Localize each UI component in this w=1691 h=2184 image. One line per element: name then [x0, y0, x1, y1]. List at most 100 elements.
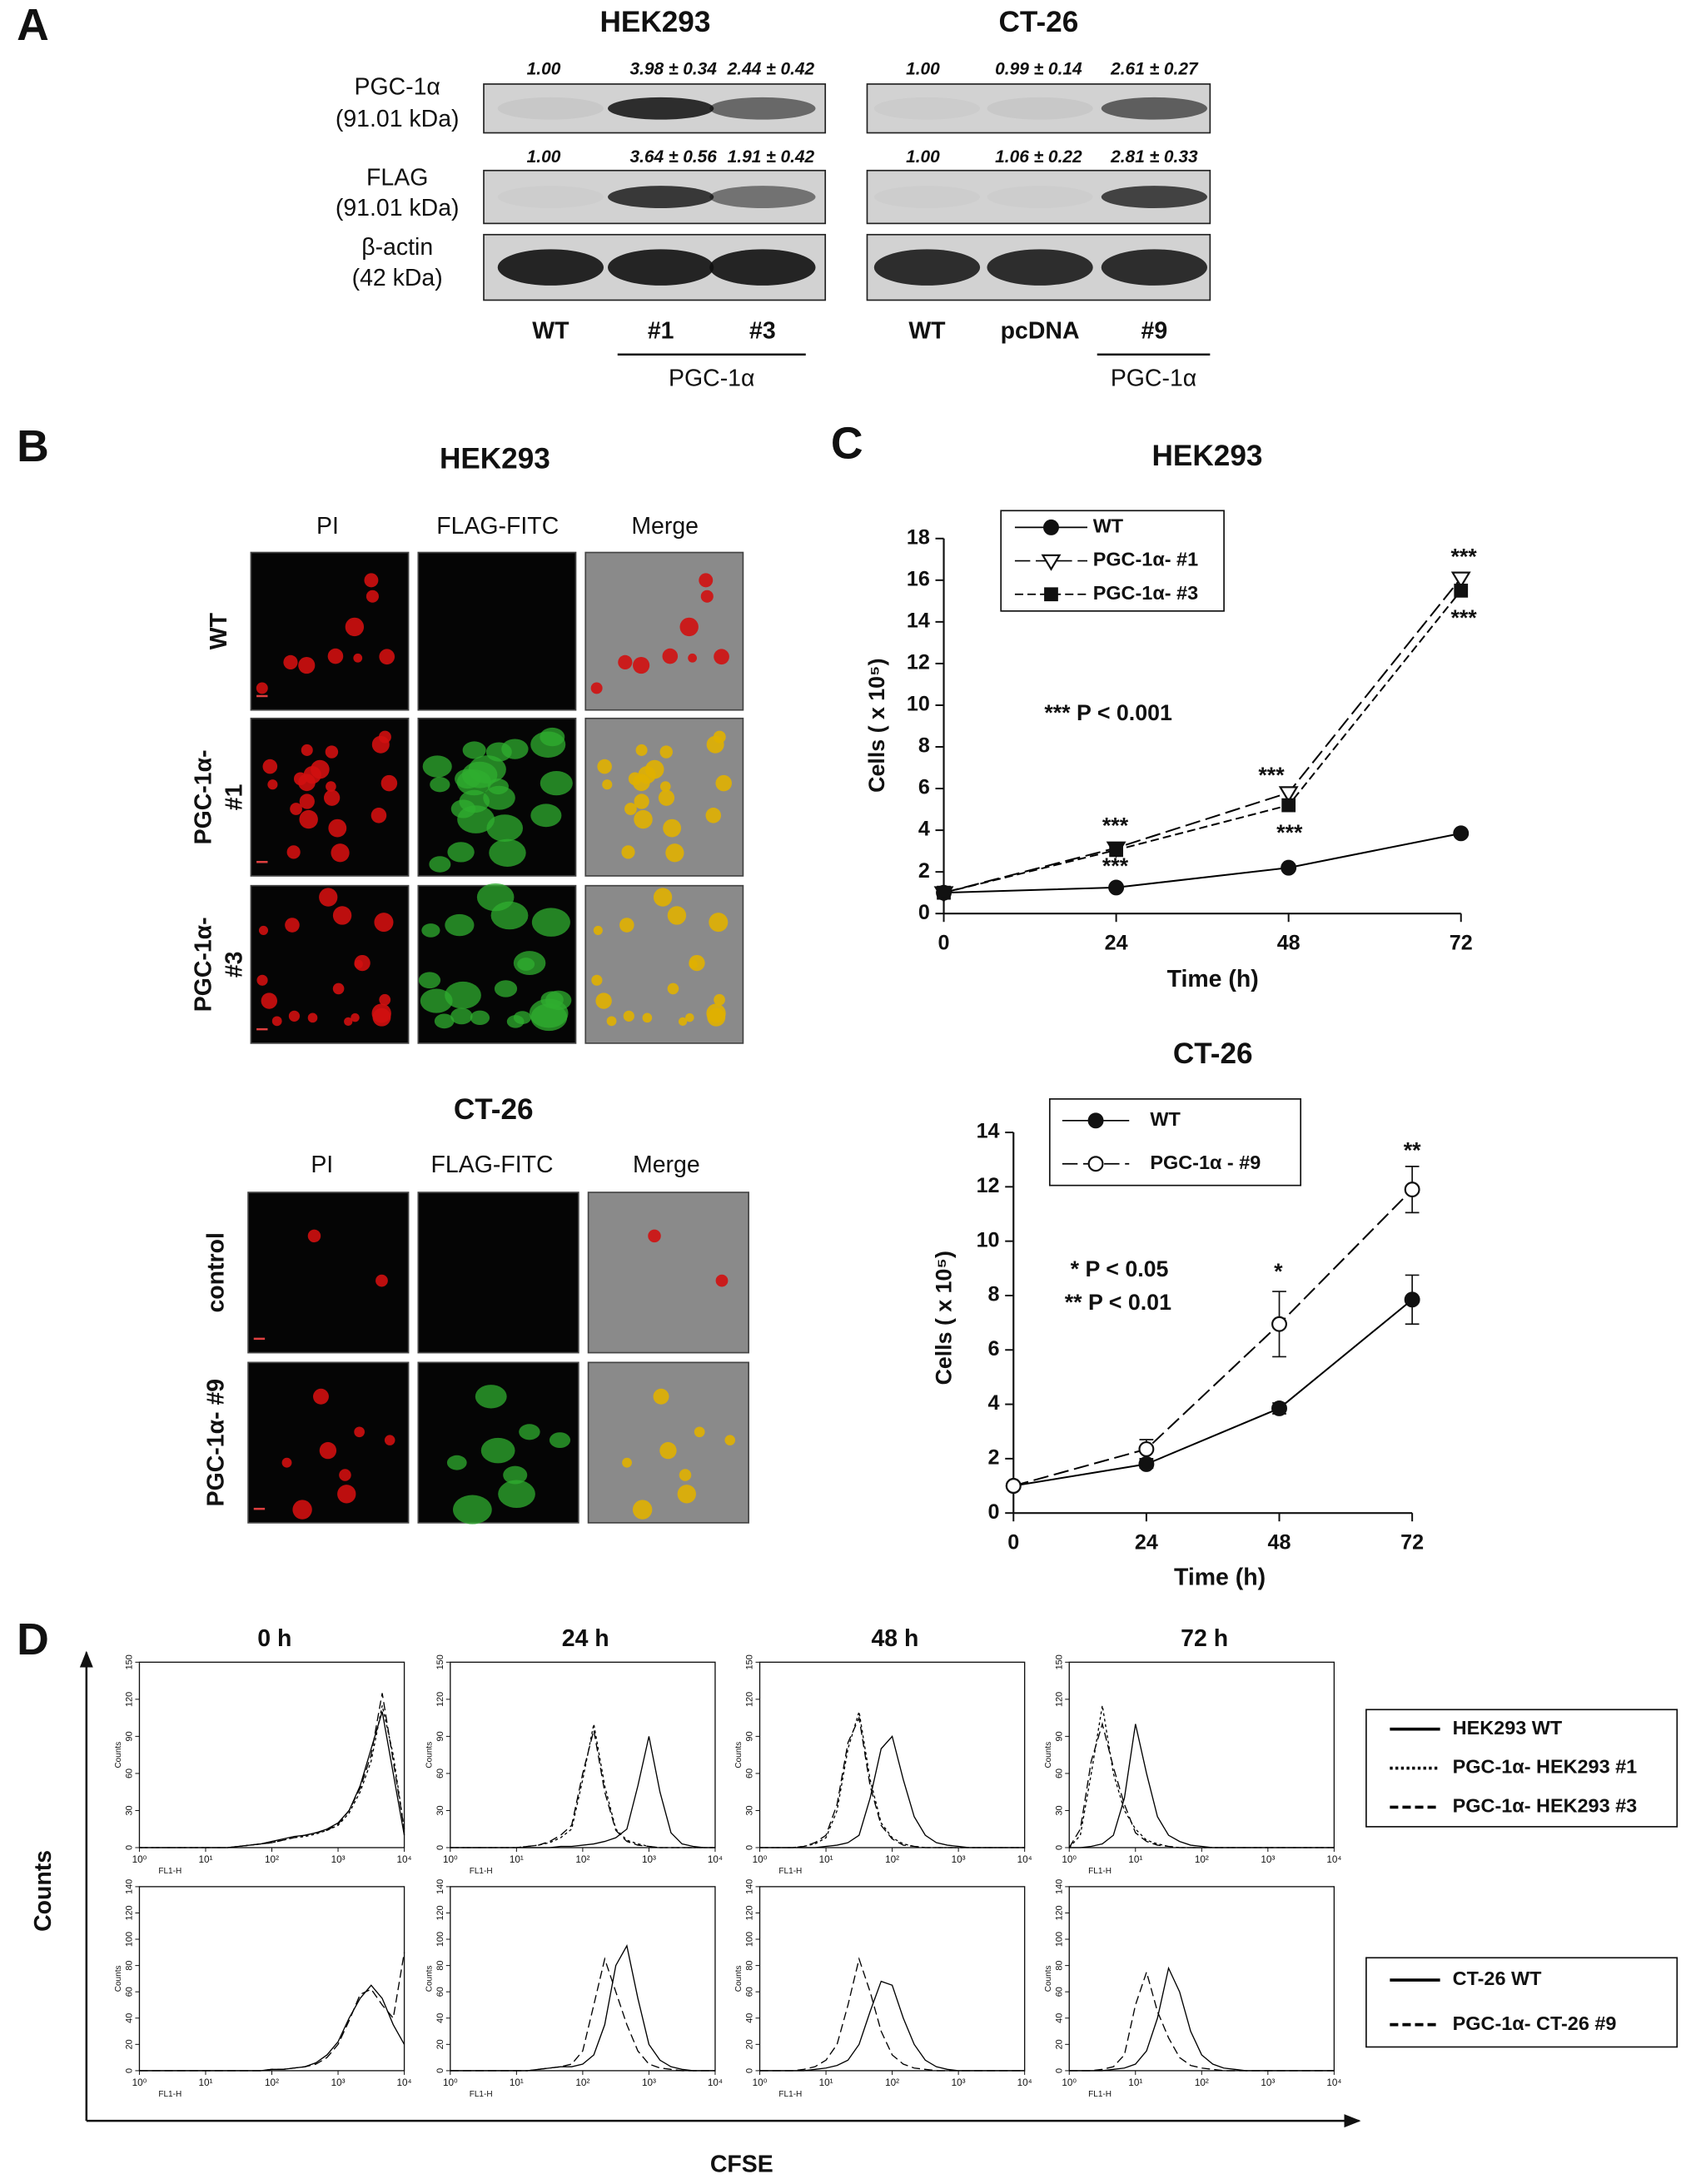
y-tick-label: 6 — [918, 776, 930, 799]
x-tick-label: 0 — [1007, 1531, 1019, 1555]
nucleus — [271, 1016, 282, 1027]
x-tick-label: 10⁴ — [397, 1854, 412, 1865]
nucleus — [371, 1003, 391, 1023]
marker — [1271, 1316, 1287, 1332]
legend-box — [1365, 1957, 1679, 2048]
nucleus — [606, 1016, 617, 1027]
cytoplasm — [429, 856, 451, 873]
nucleus — [256, 682, 268, 694]
plot-frame — [138, 1886, 405, 2072]
legend-marker — [1087, 1156, 1104, 1172]
row-label: β-actin — [361, 234, 433, 261]
band — [608, 186, 714, 208]
nucleus — [632, 774, 650, 792]
cytoplasm — [545, 990, 572, 1011]
row-label: PGC-1α- — [191, 917, 217, 1012]
nucleus — [256, 974, 268, 986]
micrograph — [417, 551, 577, 711]
nucleus — [679, 1469, 692, 1481]
annotation: ** P < 0.01 — [1065, 1290, 1171, 1315]
nucleus — [371, 735, 390, 754]
nucleus — [298, 656, 316, 674]
legend-label: PGC-1α- #1 — [1093, 549, 1198, 570]
nucleus — [307, 1229, 321, 1243]
y-axis-label: Cells ( x 10⁵) — [931, 1251, 956, 1385]
nucleus — [648, 1229, 661, 1243]
legend-box — [1048, 1098, 1302, 1187]
legend-marker — [1044, 587, 1058, 602]
y-tick-label: 0 — [988, 1500, 1000, 1524]
nucleus — [624, 803, 637, 815]
x-tick-label: 24 — [1105, 932, 1128, 955]
nucleus — [376, 1274, 388, 1287]
nucleus — [715, 1274, 729, 1287]
x-tick-label: 10⁴ — [708, 1854, 723, 1865]
row-label: #3 — [221, 951, 247, 978]
marker — [1005, 1478, 1022, 1494]
x-tick-label: 10⁴ — [1017, 1854, 1032, 1865]
y-tick-label: 0 — [125, 1845, 135, 1850]
section-title: CT-26 — [454, 1093, 534, 1126]
nucleus — [298, 774, 316, 792]
lane-label: pcDNA — [1001, 317, 1080, 344]
nucleus — [618, 654, 633, 669]
y-axis-label: Counts — [1044, 1742, 1053, 1769]
band — [1101, 186, 1207, 208]
x-axis-label: FL1-H — [470, 1867, 493, 1876]
x-tick-label: 10³ — [952, 2077, 966, 2088]
nucleus — [590, 682, 603, 694]
x-tick-label: 10¹ — [819, 1854, 833, 1865]
x-tick-label: 10⁰ — [753, 2077, 768, 2088]
legend-label: CT-26 WT — [1453, 1968, 1542, 1989]
nucleus — [667, 906, 687, 925]
quantification: 2.61 ± 0.27 — [1110, 60, 1199, 79]
y-tick-label: 14 — [907, 609, 930, 633]
nucleus — [261, 993, 277, 1009]
series-line — [1012, 1188, 1413, 1487]
marker — [1404, 1291, 1420, 1308]
nucleus — [715, 774, 732, 792]
nucleus — [591, 974, 603, 986]
nucleus — [380, 774, 398, 792]
cytoplasm — [503, 1465, 528, 1485]
y-tick-label: 120 — [745, 1905, 755, 1920]
cytoplasm — [420, 988, 453, 1013]
x-tick-label: 10⁰ — [443, 1854, 458, 1865]
series-line — [1069, 1970, 1335, 2072]
x-tick-label: 10⁰ — [1062, 2077, 1077, 2088]
axis-label: CFSE — [710, 2151, 773, 2177]
y-tick-label: 120 — [1054, 1692, 1064, 1707]
micrograph — [417, 1191, 579, 1354]
band — [709, 249, 816, 286]
marker — [1454, 583, 1469, 598]
series-line — [139, 1984, 405, 2072]
nucleus — [344, 1017, 353, 1027]
x-tick-label: 10³ — [952, 1854, 966, 1865]
x-tick-label: 10⁰ — [753, 1854, 768, 1865]
nucleus — [267, 779, 278, 790]
band — [498, 186, 604, 208]
lane-label: #1 — [648, 317, 674, 344]
nucleus — [658, 789, 675, 806]
band — [987, 186, 1092, 208]
band — [608, 97, 714, 120]
panel-label: A — [17, 1, 49, 50]
chart-title: 72 h — [1181, 1625, 1228, 1652]
x-axis-label: FL1-H — [778, 2090, 802, 2099]
row-label: #1 — [221, 784, 247, 810]
nucleus — [621, 845, 635, 859]
annotation: *** P < 0.001 — [1044, 700, 1172, 725]
y-tick-label: 0 — [745, 2068, 755, 2073]
x-tick-label: 10¹ — [198, 2077, 212, 2088]
x-tick-label: 10¹ — [1128, 2077, 1142, 2088]
nucleus — [351, 1012, 360, 1022]
nucleus — [327, 648, 344, 664]
cytoplasm — [531, 908, 570, 937]
nucleus — [332, 906, 352, 925]
y-tick-label: 12 — [977, 1174, 1000, 1197]
nucleus — [662, 648, 679, 664]
x-tick-label: 0 — [938, 932, 950, 955]
marker — [1281, 798, 1296, 813]
nucleus — [714, 993, 725, 1006]
series-line — [759, 1735, 1025, 1848]
